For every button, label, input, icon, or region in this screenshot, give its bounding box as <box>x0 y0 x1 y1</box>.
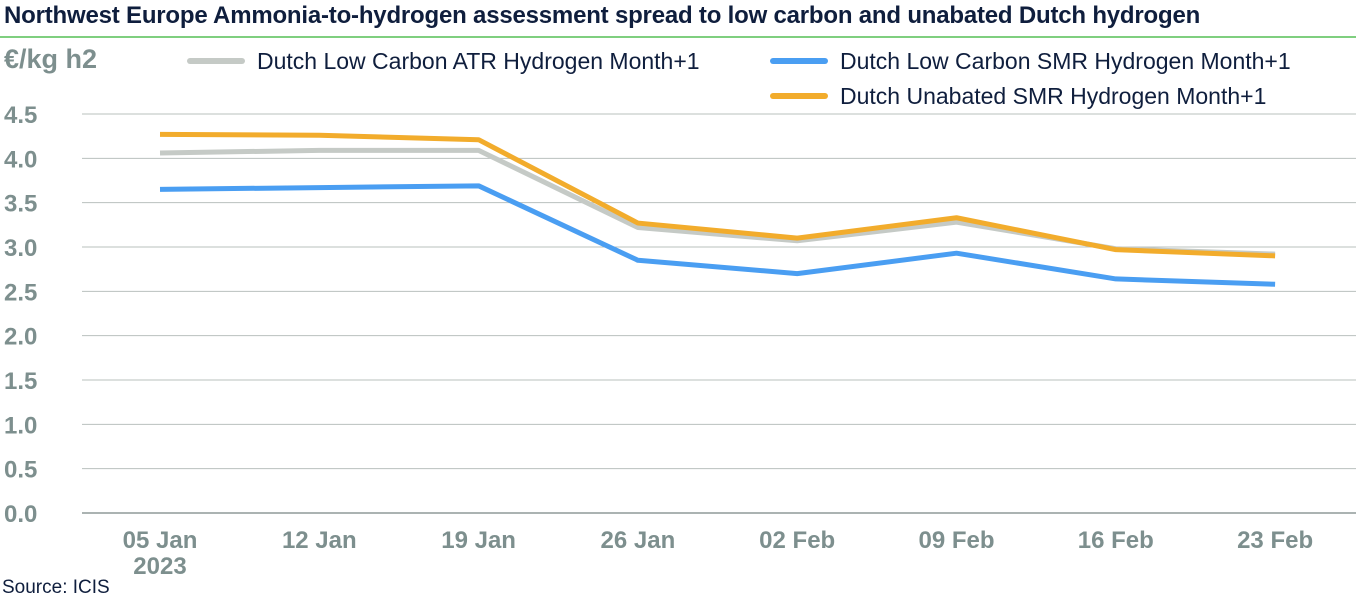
x-tick-label: 05 Jan 2023 <box>123 527 198 580</box>
x-tick-label: 02 Feb <box>759 527 835 554</box>
y-tick-label: 0.0 <box>4 501 37 528</box>
legend-label: Dutch Low Carbon ATR Hydrogen Month+1 <box>257 48 700 74</box>
y-tick-label: 3.5 <box>4 191 37 218</box>
x-tick-label-line: 23 Feb <box>1237 527 1313 554</box>
grid-lines <box>82 113 1356 514</box>
y-tick-label: 0.5 <box>4 457 37 484</box>
y-tick-label: 4.5 <box>4 102 37 129</box>
chart-title: Northwest Europe Ammonia-to-hydrogen ass… <box>4 2 1201 29</box>
y-tick-label: 2.0 <box>4 324 37 351</box>
x-tick-label-line: 2023 <box>133 553 186 580</box>
x-tick-label-line: 16 Feb <box>1078 527 1154 554</box>
x-axis-ticks: 05 Jan 2023 12 Jan 19 Jan 26 Jan 02 Feb 09 Feb… <box>123 527 1313 580</box>
y-axis-unit-label: €/kg h2 <box>4 44 98 74</box>
legend: Dutch Low Carbon ATR Hydrogen Month+1 Dut… <box>187 48 1291 109</box>
series-line <box>159 183 1276 287</box>
x-tick-label-line: 09 Feb <box>918 527 994 554</box>
source-note: Source: ICIS <box>2 577 110 598</box>
x-tick-label: 12 Jan <box>282 527 357 554</box>
y-tick-label: 3.0 <box>4 235 37 262</box>
title-divider <box>0 36 1356 38</box>
series-line <box>159 131 1276 259</box>
x-tick-label-line: 05 Jan <box>123 527 198 554</box>
x-tick-label: 16 Feb <box>1078 527 1154 554</box>
x-tick-label-line: 19 Jan <box>441 527 516 554</box>
y-tick-label: 4.0 <box>4 146 37 173</box>
y-tick-label: 1.0 <box>4 412 37 439</box>
x-tick-label-line: 02 Feb <box>759 527 835 554</box>
legend-label: Dutch Low Carbon SMR Hydrogen Month+1 <box>840 48 1291 74</box>
y-axis-ticks: 0.0 0.5 1.0 1.5 2.0 2.5 3.0 3.5 4.0 4.5 <box>4 102 37 528</box>
x-tick-label: 09 Feb <box>918 527 994 554</box>
series-lines <box>159 131 1276 287</box>
y-tick-label: 2.5 <box>4 279 37 306</box>
x-tick-label: 23 Feb <box>1237 527 1313 554</box>
x-tick-label-line: 12 Jan <box>282 527 357 554</box>
x-tick-label: 26 Jan <box>601 527 676 554</box>
x-tick-label-line: 26 Jan <box>601 527 676 554</box>
y-tick-label: 1.5 <box>4 368 37 395</box>
legend-label: Dutch Unabated SMR Hydrogen Month+1 <box>840 83 1266 109</box>
x-tick-label: 19 Jan <box>441 527 516 554</box>
